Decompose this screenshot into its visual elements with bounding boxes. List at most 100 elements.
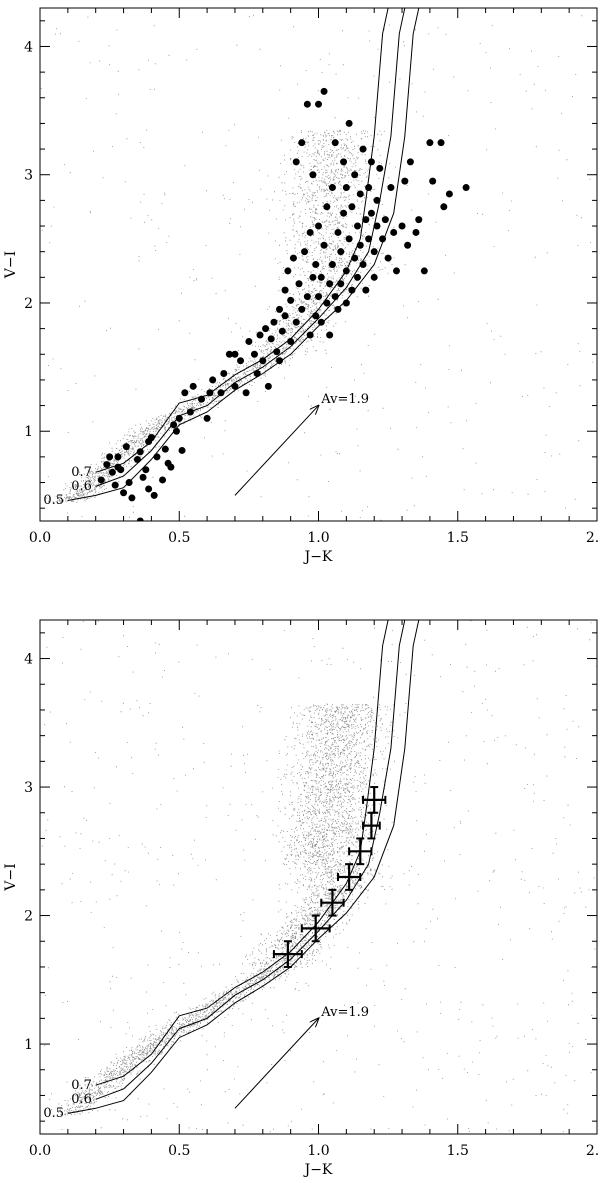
member-star-point	[353, 273, 361, 281]
member-star-point	[340, 209, 348, 217]
member-star-point	[326, 331, 334, 339]
member-star-point	[209, 376, 217, 384]
member-star-point	[262, 325, 270, 333]
member-star-point	[365, 184, 373, 192]
member-star-point	[331, 139, 339, 147]
x-axis-label: J−K	[303, 1162, 333, 1178]
reddening-vector-label: Av=1.9	[320, 1005, 369, 1020]
member-star-point	[351, 171, 359, 179]
member-star-point	[415, 216, 423, 224]
y-tick-label: 3	[24, 780, 33, 796]
member-star-point	[440, 203, 448, 211]
error-cross	[348, 837, 373, 866]
member-star-point	[392, 267, 400, 275]
x-tick-label: 0.0	[29, 1143, 51, 1159]
member-star-point	[292, 158, 300, 166]
member-star-point	[390, 228, 398, 236]
member-star-point	[315, 293, 322, 301]
member-star-point	[259, 357, 267, 365]
member-star-point	[120, 489, 128, 497]
member-star-point	[270, 318, 278, 326]
member-star-point	[106, 453, 114, 461]
member-star-point	[295, 280, 303, 288]
member-star-point	[334, 228, 342, 236]
isochrone-0.5	[67, 8, 420, 501]
x-axis-label: J−K	[303, 549, 333, 565]
member-star-point	[445, 190, 453, 198]
x-tick-label: 2.0	[586, 530, 600, 546]
member-star-point	[306, 331, 314, 339]
member-star-point	[225, 350, 233, 358]
isochrone-label-0.7: 0.7	[71, 465, 92, 480]
chart-panel-top: 0.70.6 0.5 Av=1.9 0.0 0.5 1.0 1.5 2.0 1 2 3 4 J−K V−I	[3, 7, 600, 565]
member-star-point	[220, 370, 228, 378]
member-star-point	[359, 261, 367, 268]
member-star-point	[337, 248, 345, 256]
member-star-point	[256, 331, 264, 339]
member-star-point	[356, 190, 364, 198]
member-star-point	[133, 455, 141, 463]
isochrone-0.6	[95, 620, 406, 1100]
member-star-point	[362, 286, 370, 294]
member-star-point	[136, 448, 144, 456]
member-star-point	[359, 145, 367, 153]
member-star-point	[117, 466, 125, 474]
member-star-point	[287, 296, 295, 304]
x-tick-label: 1.0	[307, 530, 329, 546]
member-star-point	[237, 357, 245, 365]
member-star-point	[198, 395, 206, 403]
member-star-point	[284, 267, 292, 275]
isochrone-0.6	[95, 8, 406, 487]
member-star-point	[342, 267, 350, 275]
member-star-point	[111, 481, 119, 489]
x-tick-label: 2.0	[586, 1143, 600, 1159]
member-star-point	[312, 261, 320, 268]
member-star-point	[334, 305, 342, 313]
member-star-point	[303, 100, 311, 108]
reddening-vector-arrow	[234, 406, 319, 496]
reddening-vector-label: Av=1.9	[320, 392, 369, 407]
y-tick-label: 1	[24, 1037, 33, 1053]
member-star-point	[206, 389, 214, 397]
chart-panel-bottom: 0.70.6 0.5 Av=1.9 0.0 0.5 1.0 1.5 2.0 1 2 3 4 J−K V−I	[3, 619, 600, 1178]
member-star-point	[298, 139, 306, 147]
member-star-point	[150, 491, 158, 499]
y-axis-label: V−I	[3, 863, 19, 891]
member-star-point	[348, 203, 356, 211]
member-star-point	[401, 177, 409, 185]
member-star-point	[242, 389, 250, 397]
member-star-point	[462, 184, 470, 192]
x-tick-label: 0.5	[168, 530, 190, 546]
member-star-point	[315, 100, 322, 108]
member-star-point	[381, 216, 389, 224]
member-star-point	[320, 241, 328, 249]
member-star-point	[370, 273, 378, 281]
member-star-point	[426, 139, 434, 147]
isochrone-label-0.5: 0.5	[43, 1106, 64, 1121]
member-star-point	[317, 318, 325, 326]
member-star-point	[178, 446, 186, 454]
member-star-point	[331, 293, 339, 301]
member-star-point	[287, 337, 295, 345]
error-cross	[320, 888, 345, 917]
member-star-point	[317, 273, 325, 281]
member-star-point	[253, 370, 261, 378]
x-tick-label: 1.0	[307, 1143, 329, 1159]
y-tick-label: 2	[24, 909, 33, 925]
member-star-point	[167, 463, 175, 471]
member-star-point	[342, 184, 350, 192]
x-tick-label: 0.0	[29, 530, 51, 546]
member-star-point	[406, 158, 414, 166]
member-star-point	[217, 389, 225, 397]
member-star-point	[281, 312, 289, 320]
member-star-point	[387, 184, 395, 192]
member-star-point	[276, 305, 284, 313]
member-star-point	[379, 235, 387, 243]
member-star-point	[312, 312, 320, 320]
member-star-point	[373, 196, 381, 204]
member-star-point	[429, 177, 437, 185]
member-star-point	[303, 293, 311, 301]
member-star-point	[267, 335, 275, 343]
background-stars	[41, 620, 597, 1133]
member-star-point	[203, 414, 211, 422]
